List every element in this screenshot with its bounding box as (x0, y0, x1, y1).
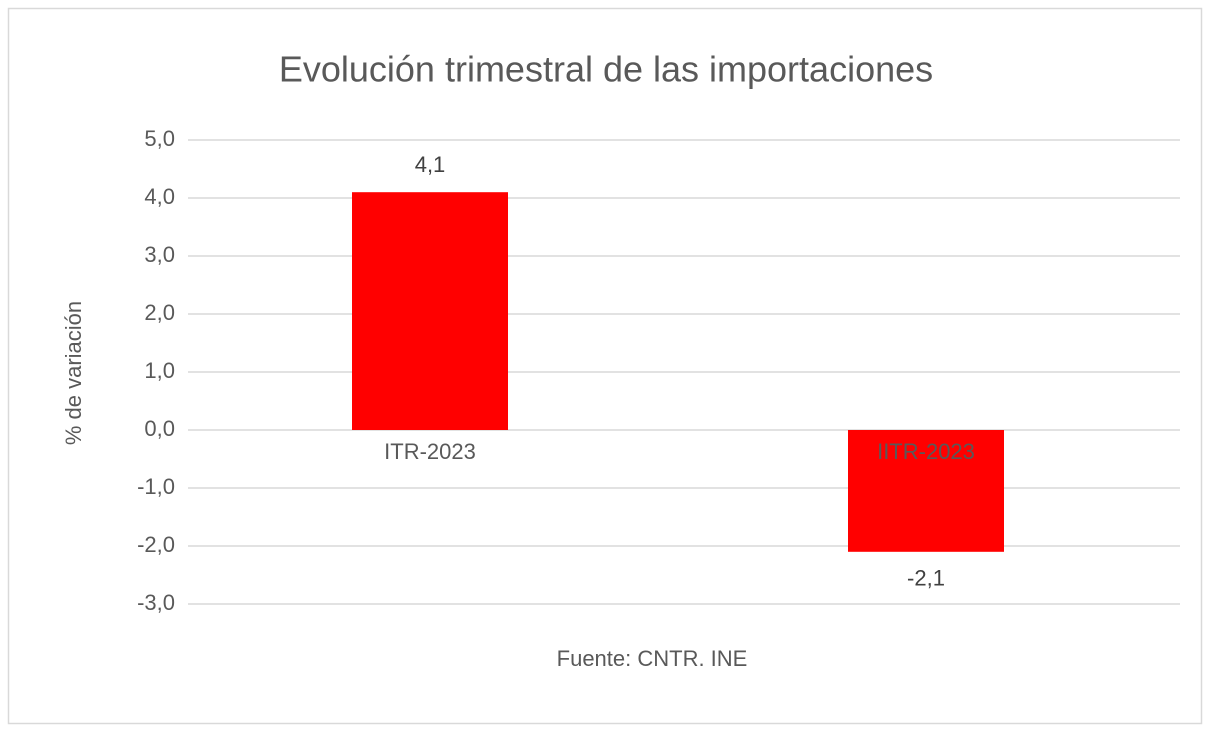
y-tick-label: -1,0 (137, 474, 175, 499)
labels: 5,0 4,0 3,0 2,0 1,0 0,0 -1,0 -2,0 -3,0 4,1 ITR-202… (137, 126, 975, 615)
y-tick-label: 1,0 (144, 358, 175, 383)
y-tick-label: 3,0 (144, 242, 175, 267)
bars (352, 192, 1004, 552)
y-tick-label: -2,0 (137, 532, 175, 557)
chart-title: Evolución trimestral de las importacione… (279, 49, 933, 90)
chart-border (7, 7, 1203, 725)
y-tick-label: 2,0 (144, 300, 175, 325)
y-tick-label: 5,0 (144, 126, 175, 151)
y-tick-label: 0,0 (144, 416, 175, 441)
x-tick-label: IITR-2023 (877, 439, 975, 464)
y-tick-label: -3,0 (137, 590, 175, 615)
bar (848, 430, 1004, 552)
x-tick-label: ITR-2023 (384, 439, 476, 464)
y-axis-title: % de variación (61, 301, 86, 445)
value-label: -2,1 (907, 566, 945, 591)
value-label: 4,1 (415, 152, 446, 177)
y-tick-label: 4,0 (144, 184, 175, 209)
bar (352, 192, 508, 430)
source-note: Fuente: CNTR. INE (557, 646, 748, 671)
